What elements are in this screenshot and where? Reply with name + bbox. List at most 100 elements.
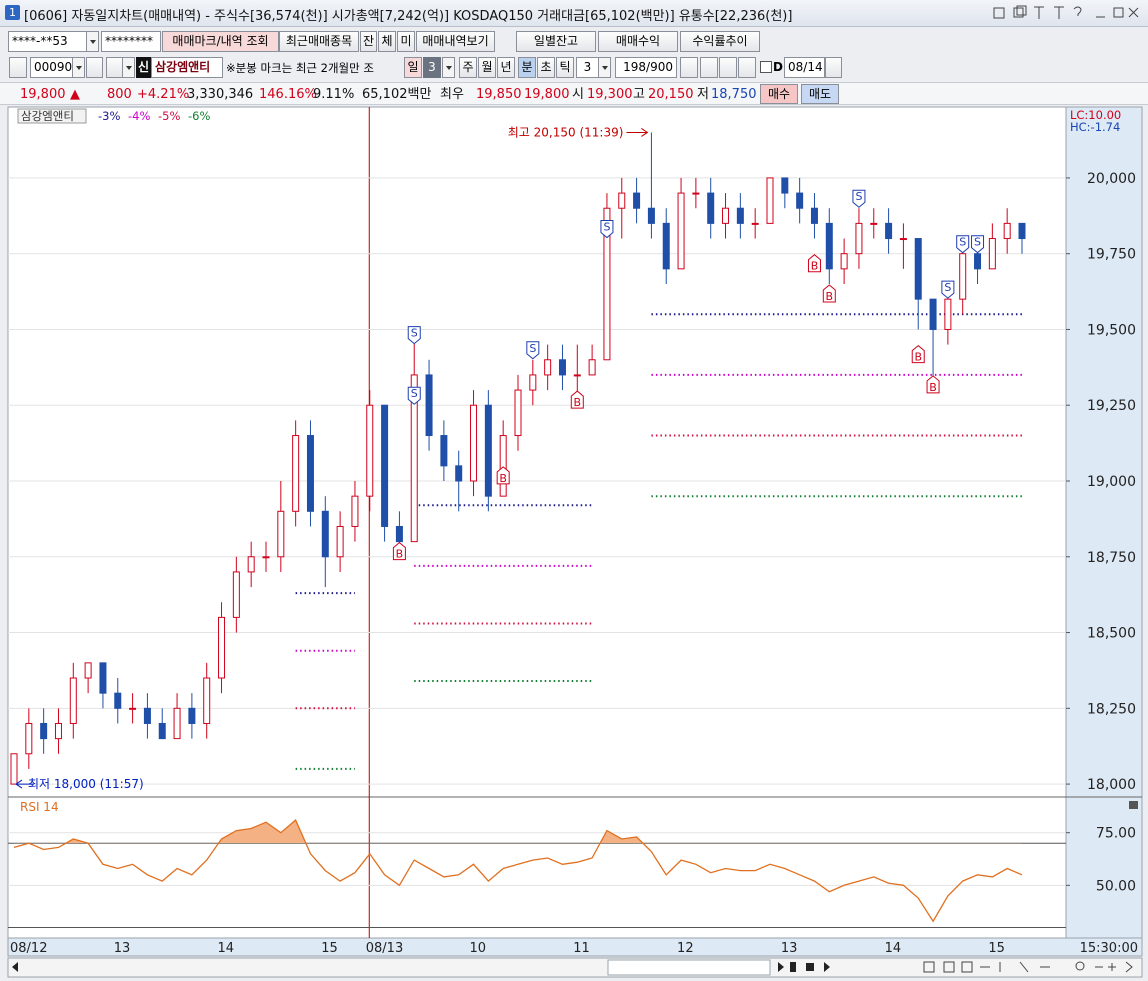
trade-mark-label: S <box>603 221 610 234</box>
candle-body <box>484 404 492 497</box>
toolbar-row-2: 00090 신 삼강엠앤티 ※분봉 마크는 최근 2개월만 조 일 3 주 월 … <box>0 54 1148 81</box>
candle-body <box>722 207 730 224</box>
candle-body <box>277 510 285 558</box>
date-input[interactable]: 08/14 <box>784 57 825 78</box>
quote-change-rate: +4.21% <box>137 87 190 102</box>
y-tick-label: 18,250 <box>1087 701 1136 717</box>
unfilled-button[interactable]: 미 <box>397 31 415 52</box>
y-tick-label: 75.00 <box>1096 826 1136 842</box>
password-input[interactable]: ******** <box>101 31 161 52</box>
settings-icon[interactable] <box>738 57 756 78</box>
filled-button[interactable]: 체 <box>378 31 396 52</box>
day-button[interactable]: 일 <box>404 57 422 78</box>
y-tick-label: 19,250 <box>1087 398 1136 414</box>
history-button[interactable]: 매매내역보기 <box>416 31 495 52</box>
candle-body <box>395 525 403 543</box>
candle-body <box>796 192 804 209</box>
profit-button[interactable]: 매매수익 <box>598 31 678 52</box>
quote-ask: 19,850 <box>476 87 522 102</box>
level-line <box>295 373 1022 652</box>
day-dropdown[interactable] <box>442 57 455 78</box>
quote-high: 20,150 <box>648 87 694 102</box>
candle-body <box>988 238 996 270</box>
sell-button[interactable]: 매도 <box>801 84 839 104</box>
scroll-left[interactable] <box>12 962 18 972</box>
interval-dropdown[interactable] <box>598 57 611 78</box>
interval-input[interactable]: 3 <box>576 57 599 78</box>
high-label: 고 <box>633 87 645 102</box>
y-tick-label: 18,500 <box>1087 626 1136 642</box>
search-icon[interactable] <box>86 57 103 78</box>
scroll-thumb[interactable] <box>607 959 771 976</box>
trade-mark-label: S <box>959 236 966 249</box>
candle-body <box>736 207 744 224</box>
time-label: 15:30:00 <box>1080 941 1138 956</box>
low-arrow <box>15 779 34 789</box>
d-checkbox[interactable] <box>760 61 772 73</box>
quote-turnover: 9.11% <box>313 87 355 102</box>
x-tick-label: 14 <box>218 941 235 956</box>
trade-mark <box>407 326 421 345</box>
sound-icon[interactable] <box>106 57 123 78</box>
candle-body <box>914 238 922 300</box>
account-input[interactable]: ****-**53 <box>8 31 87 52</box>
candle-body <box>218 616 226 679</box>
week-button[interactable]: 주 <box>459 57 477 78</box>
query-button[interactable]: 매매마크/내역 조회 <box>162 31 279 52</box>
menu-icon[interactable] <box>9 57 27 78</box>
code-dropdown[interactable] <box>72 57 85 78</box>
y-tick-label: 18,000 <box>1087 777 1136 793</box>
trade-mark-label: B <box>499 472 507 485</box>
candle-body <box>470 404 478 482</box>
candle-body <box>825 222 833 270</box>
y-tick-label: 50.00 <box>1096 878 1136 894</box>
plot-area <box>7 106 1067 939</box>
tick-button[interactable]: 틱 <box>556 57 574 78</box>
balance-button[interactable]: 잔 <box>360 31 377 52</box>
candle-body <box>573 374 581 377</box>
trade-mark-label: B <box>826 290 834 303</box>
window-buttons[interactable] <box>990 5 1140 21</box>
calendar-icon[interactable] <box>825 57 842 78</box>
buy-button[interactable]: 매수 <box>760 84 798 104</box>
high-annotation: 최고 20,150 (11:39) <box>508 125 624 139</box>
zoom-icons[interactable] <box>923 961 1133 973</box>
panel-close-icon[interactable] <box>1129 801 1138 809</box>
second-button[interactable]: 초 <box>537 57 555 78</box>
legend-entry: -3% <box>98 109 120 123</box>
title-bar: 1 [0606] 자동일지차트(매매내역) - 주식수[36,574(천)] 시… <box>0 0 1148 27</box>
tool-icon-1[interactable] <box>680 57 698 78</box>
save-icon[interactable] <box>719 57 737 78</box>
stock-name: 삼강엠앤티 <box>151 57 223 78</box>
minute-button[interactable]: 분 <box>518 57 536 78</box>
candle-body <box>336 525 344 558</box>
trade-mark <box>971 235 985 254</box>
candle-body <box>173 707 181 740</box>
trade-mark-label: B <box>574 396 582 409</box>
daily-balance-button[interactable]: 일별잔고 <box>516 31 596 52</box>
trade-mark-label: B <box>914 351 922 364</box>
low-annotation: 최저 18,000 (11:57) <box>28 777 144 791</box>
candle-body <box>292 435 300 512</box>
trade-mark <box>926 375 940 394</box>
recent-button[interactable]: 최근매매종목 <box>279 31 359 52</box>
month-button[interactable]: 월 <box>478 57 496 78</box>
code-input[interactable]: 00090 <box>30 57 73 78</box>
tool-icon-2[interactable] <box>700 57 718 78</box>
candle-body <box>751 222 759 225</box>
playback-controls[interactable] <box>778 962 830 972</box>
sound-dropdown[interactable] <box>122 57 135 78</box>
trade-mark <box>852 189 866 208</box>
return-trend-button[interactable]: 수익률추이 <box>680 31 760 52</box>
day-count[interactable]: 3 <box>423 57 441 78</box>
scrollbar[interactable] <box>7 957 1143 978</box>
candle-body <box>677 192 685 270</box>
lc-label: LC:10.00 <box>1070 108 1121 122</box>
candle-body <box>959 253 967 300</box>
count-input[interactable]: 198/900 <box>615 57 677 78</box>
candle-body <box>188 707 196 724</box>
year-button[interactable]: 년 <box>497 57 515 78</box>
candle-body <box>262 556 270 559</box>
account-dropdown[interactable] <box>86 31 99 52</box>
candle-body <box>544 359 552 376</box>
